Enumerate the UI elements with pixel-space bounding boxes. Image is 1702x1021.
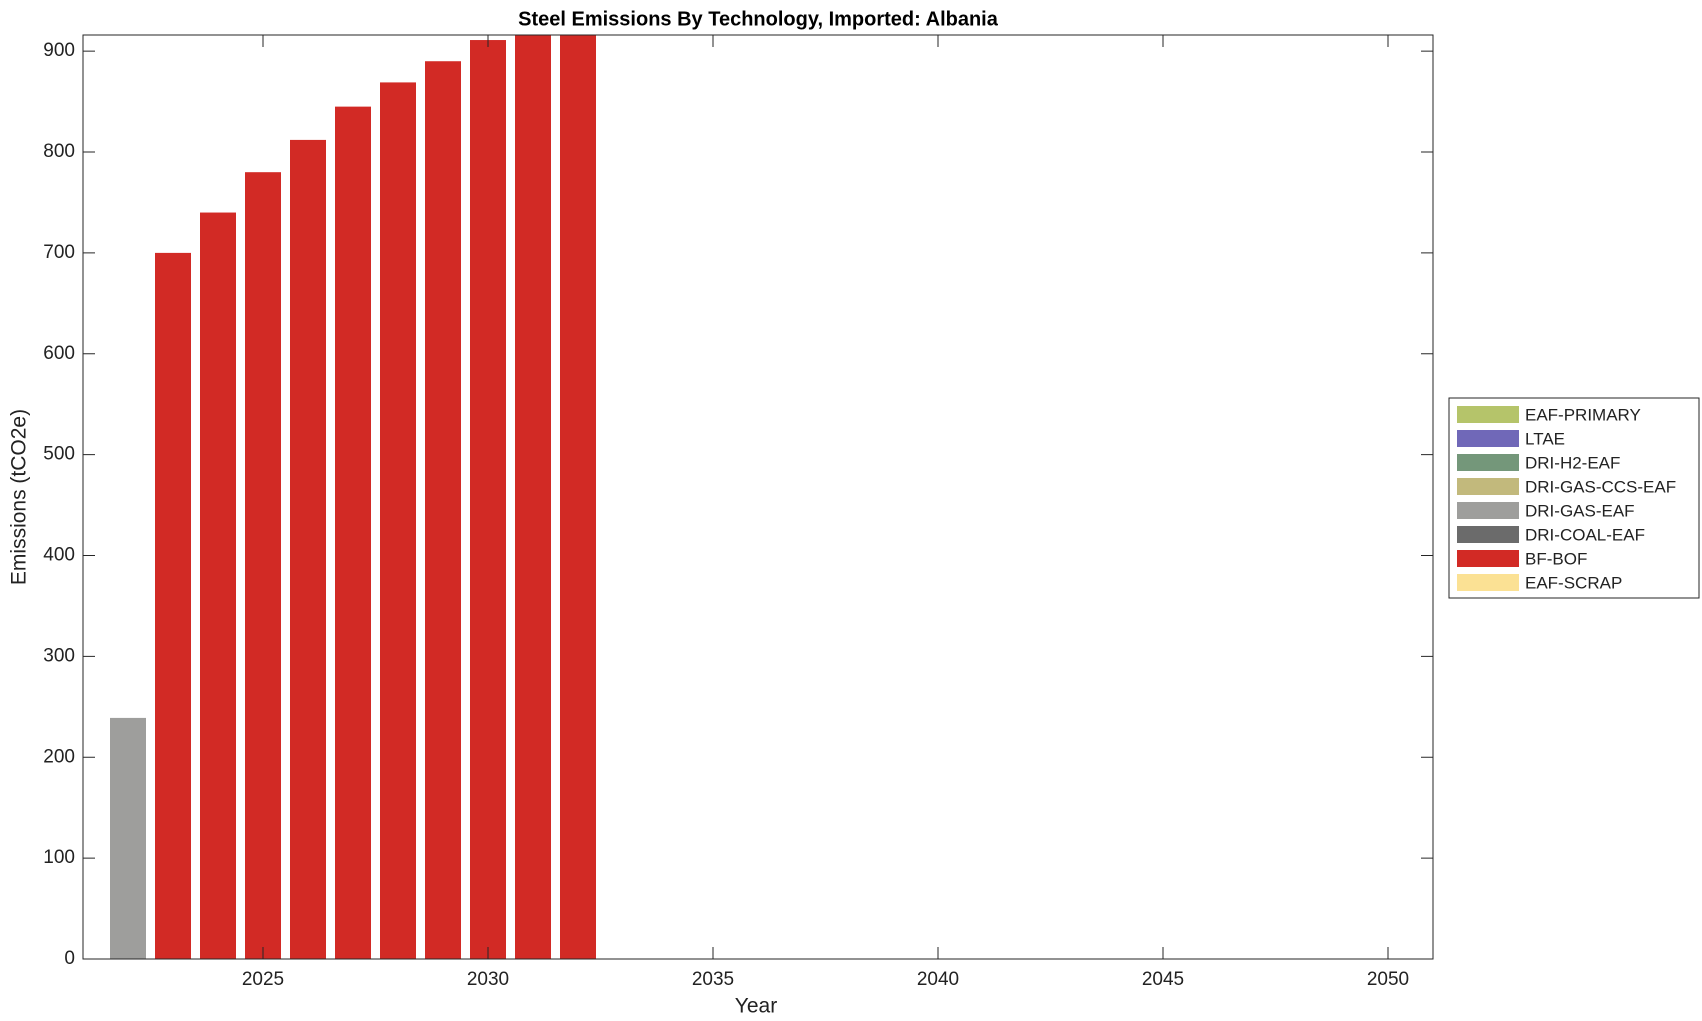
- legend-swatch: [1457, 550, 1519, 567]
- legend-label: DRI-GAS-CCS-EAF: [1525, 477, 1676, 496]
- legend-swatch: [1457, 502, 1519, 519]
- x-axis-label: Year: [735, 995, 777, 1018]
- bar: [155, 252, 191, 959]
- legend-label: DRI-GAS-EAF: [1525, 501, 1635, 520]
- bar: [335, 106, 371, 959]
- legend-label: DRI-H2-EAF: [1525, 453, 1620, 472]
- legend-swatch: [1457, 574, 1519, 591]
- y-tick-label: 300: [43, 645, 75, 666]
- bar: [470, 40, 506, 960]
- y-tick-label: 900: [43, 40, 75, 61]
- bar: [560, 35, 596, 959]
- x-tick-label: 2040: [917, 969, 959, 990]
- y-tick-label: 700: [43, 242, 75, 263]
- legend-label: DRI-COAL-EAF: [1525, 525, 1645, 544]
- bar: [290, 139, 326, 959]
- y-tick-label: 800: [43, 141, 75, 162]
- x-tick-label: 2045: [1142, 969, 1184, 990]
- bar: [380, 82, 416, 960]
- y-tick-label: 200: [43, 746, 75, 767]
- bar: [425, 61, 461, 960]
- legend-swatch: [1457, 478, 1519, 495]
- chart-title: Steel Emissions By Technology, Imported:…: [518, 8, 999, 30]
- legend-swatch: [1457, 406, 1519, 423]
- x-tick-label: 2050: [1367, 969, 1409, 990]
- y-tick-label: 500: [43, 444, 75, 465]
- y-tick-label: 400: [43, 545, 75, 566]
- y-tick-label: 0: [64, 948, 75, 969]
- bar: [200, 212, 236, 960]
- x-tick-label: 2030: [467, 969, 509, 990]
- y-tick-label: 100: [43, 847, 75, 868]
- legend-swatch: [1457, 430, 1519, 447]
- bar: [515, 35, 551, 959]
- x-tick-label: 2035: [692, 969, 734, 990]
- legend-label: BF-BOF: [1525, 549, 1587, 568]
- y-axis-label: Emissions (tCO2e): [8, 409, 31, 585]
- bar: [110, 717, 146, 959]
- legend-label: EAF-PRIMARY: [1525, 405, 1641, 424]
- legend-swatch: [1457, 454, 1519, 471]
- x-tick-label: 2025: [242, 969, 284, 990]
- y-tick-label: 600: [43, 343, 75, 364]
- legend-label: LTAE: [1525, 429, 1565, 448]
- legend-label: EAF-SCRAP: [1525, 573, 1622, 592]
- plot-frame: [82, 34, 1434, 960]
- bar: [245, 172, 281, 960]
- legend-swatch: [1457, 526, 1519, 543]
